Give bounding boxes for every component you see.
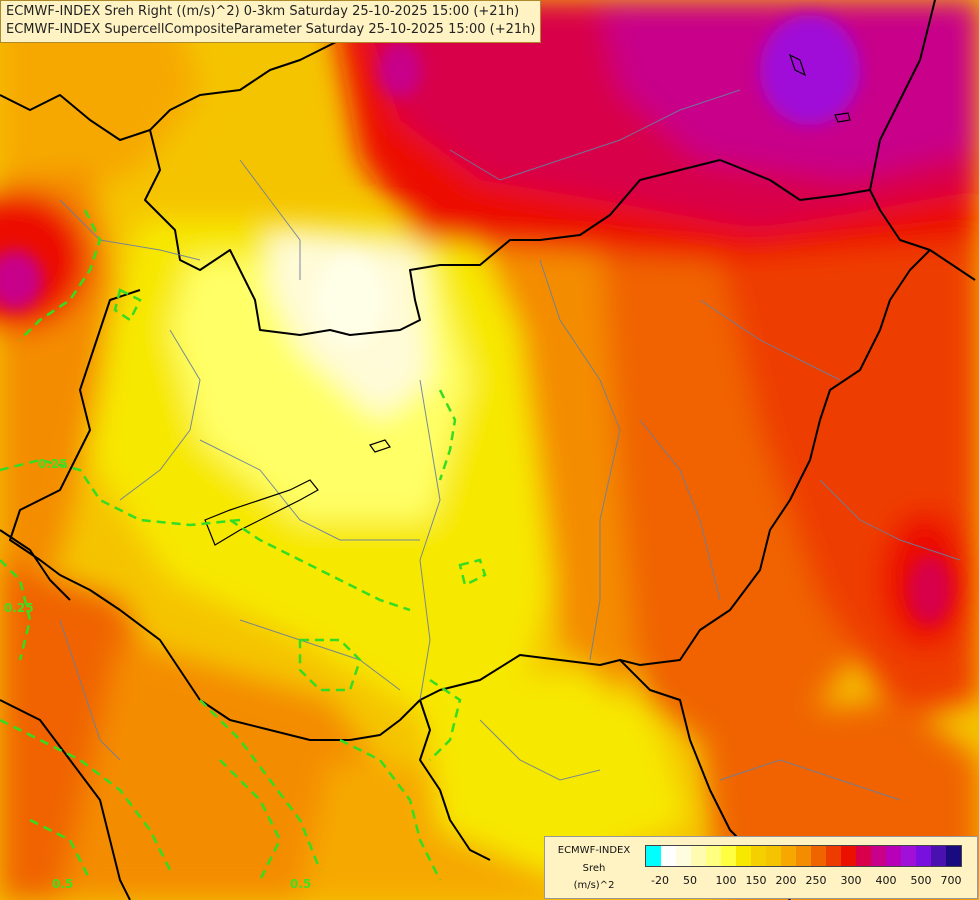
regional-borders: [59, 89, 961, 801]
legend-swatch: [916, 846, 931, 866]
sreh-pale-spot: [315, 255, 385, 345]
legend-variable: Sreh: [582, 863, 606, 874]
region-line-13: [719, 759, 901, 801]
border-northeast: [869, 0, 936, 191]
legend-swatch: [706, 846, 721, 866]
legend-swatch: [856, 846, 871, 866]
legend-tick: 250: [805, 874, 827, 887]
scp-contour-8: [0, 559, 32, 661]
scp-contour-9: [0, 718, 172, 871]
region-line-8: [699, 299, 841, 381]
border-hungary-ukraine: [869, 189, 976, 281]
scp-contour-4: [438, 389, 457, 481]
lake-east-small: [834, 112, 851, 123]
legend-color-scale: [645, 845, 962, 867]
region-line-11: [479, 719, 601, 781]
sreh-west-magenta-spot: [0, 250, 43, 310]
contour-label-1: 0.25: [38, 457, 68, 471]
legend-swatch: [751, 846, 766, 866]
legend-tick: 50: [683, 874, 697, 887]
legend-swatch: [871, 846, 886, 866]
sreh-south-yellow: [420, 670, 690, 880]
region-line-1: [239, 159, 301, 280]
region-line-14: [59, 619, 121, 761]
sreh-west-orange: [0, 0, 200, 200]
contour-label-2: 0.25: [4, 601, 34, 615]
legend-swatch: [901, 846, 916, 866]
contour-label-3: 0.5: [52, 877, 73, 891]
legend-swatch: [766, 846, 781, 866]
map-title: ECMWF-INDEX Sreh Right ((m/s)^2) 0-3km S…: [0, 0, 542, 43]
legend-tick: 700: [940, 874, 962, 887]
legend-tick: 100: [715, 874, 737, 887]
sreh-north-magenta-spot: [378, 42, 422, 98]
title-line-sreh: ECMWF-INDEX Sreh Right ((m/s)^2) 0-3km S…: [6, 4, 520, 19]
border-north: [0, 34, 351, 141]
legend-tick: 500: [910, 874, 932, 887]
scp-contour-6: [229, 518, 411, 612]
legend-swatch: [811, 846, 826, 866]
legend-swatch: [661, 846, 676, 866]
region-line-4: [199, 439, 420, 541]
region-line-2: [59, 199, 201, 261]
lake-small-1: [369, 439, 391, 453]
legend-swatch: [691, 846, 706, 866]
scp-contour-13: [429, 678, 462, 761]
title-line-scp: ECMWF-INDEX SupercellCompositeParameter …: [6, 22, 536, 37]
region-line-6: [539, 259, 621, 661]
border-west: [9, 289, 350, 741]
legend-swatch: [931, 846, 946, 866]
legend-swatch: [781, 846, 796, 866]
legend-tick: 400: [875, 874, 897, 887]
border-serbia: [419, 699, 491, 861]
scp-contour-1: [19, 209, 102, 341]
region-line-12: [819, 479, 961, 561]
legend-swatch: [826, 846, 841, 866]
legend-swatch: [796, 846, 811, 866]
contour-label-4: 0.5: [290, 877, 311, 891]
region-line-3: [119, 329, 201, 501]
border-czech-slovak: [144, 129, 871, 336]
legend-tick: -20: [651, 874, 669, 887]
legend-swatch: [721, 846, 736, 866]
border-hungary-romania: [349, 249, 931, 741]
region-line-7: [639, 419, 721, 601]
legend-tick-labels: -20 50 100 150 200 250 300 400 500 700: [645, 874, 975, 888]
scp-contour-7: [298, 638, 362, 692]
legend-swatch: [946, 846, 961, 866]
legend-swatch: [736, 846, 751, 866]
border-croatia: [0, 529, 71, 601]
legend-title: ECMWF-INDEX: [557, 845, 631, 856]
border-southwest: [0, 699, 131, 900]
legend-swatch: [886, 846, 901, 866]
legend-tick: 300: [840, 874, 862, 887]
sreh-color-field-detail: [0, 15, 952, 625]
lake-northeast: [788, 53, 807, 77]
scp-contour-11: [339, 738, 442, 881]
scp-contour-3: [0, 458, 241, 527]
sreh-northeast-purple: [760, 15, 860, 125]
scp-contour-12: [219, 759, 282, 881]
legend-swatch: [676, 846, 691, 866]
sreh-southeast-crimson: [908, 555, 952, 625]
scp-contour-10: [199, 699, 322, 871]
scp-contour-labels: 0.25 0.25 0.5 0.5: [4, 457, 311, 891]
region-line-5: [419, 379, 441, 701]
lake-balaton: [204, 479, 319, 546]
scp-contour-5: [458, 558, 487, 587]
region-line-10: [239, 619, 401, 691]
lakes: [204, 53, 851, 546]
legend-unit: (m/s)^2: [573, 880, 615, 891]
legend-tick: 200: [775, 874, 797, 887]
legend-swatch: [841, 846, 856, 866]
region-line-9: [449, 89, 741, 181]
legend-swatch: [646, 846, 661, 866]
color-legend: ECMWF-INDEX Sreh (m/s)^2 -20 50 100 150 200 2…: [544, 836, 978, 899]
legend-tick: 150: [745, 874, 767, 887]
scp-contours: [0, 209, 487, 881]
